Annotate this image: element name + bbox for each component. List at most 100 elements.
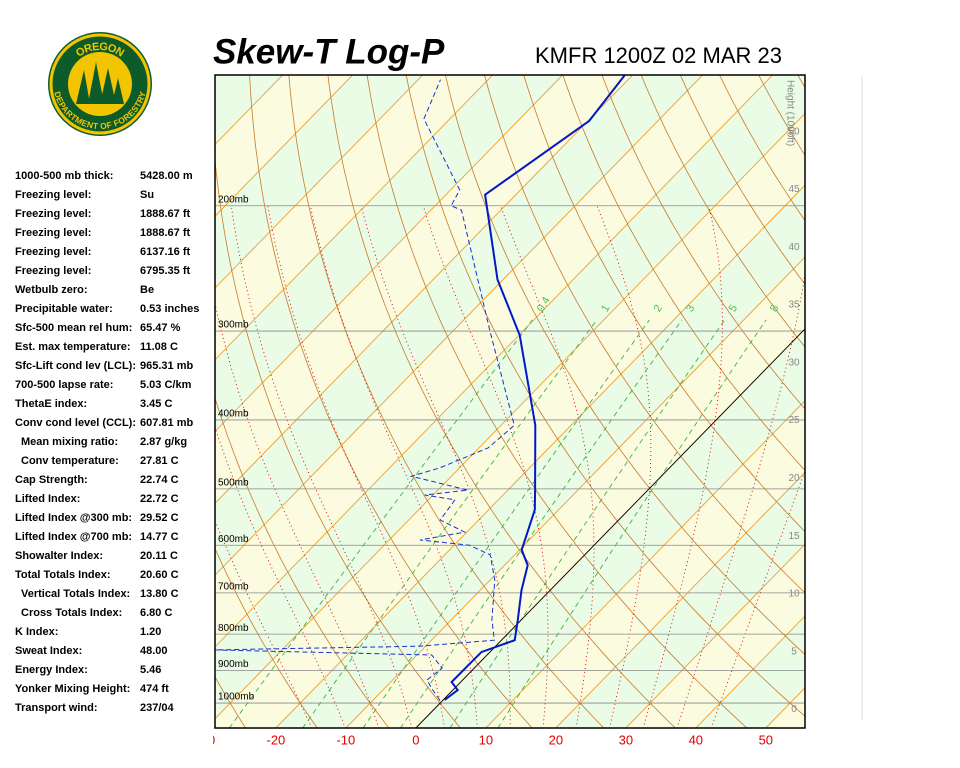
index-label: Cross Totals Index: bbox=[21, 607, 122, 619]
x-tick-label: 0 bbox=[412, 732, 419, 747]
index-value: 2.87 g/kg bbox=[140, 436, 187, 448]
index-label: Yonker Mixing Height: bbox=[15, 683, 130, 695]
index-value: 3.45 C bbox=[140, 398, 172, 410]
index-label: Sfc-Lift cond lev (LCL): bbox=[15, 360, 136, 372]
mixing-ratio-line bbox=[228, 319, 533, 728]
index-value: 607.81 mb bbox=[140, 417, 193, 429]
index-label: Freezing level: bbox=[15, 265, 91, 277]
dry-adiabat bbox=[601, 75, 805, 410]
isotherm bbox=[215, 75, 493, 361]
index-label: Freezing level: bbox=[15, 227, 91, 239]
index-value: 965.31 mb bbox=[140, 360, 193, 372]
dewpoint-line bbox=[215, 79, 515, 701]
dry-adiabat bbox=[215, 155, 461, 728]
index-label: Cap Strength: bbox=[15, 474, 88, 486]
height-label: 15 bbox=[788, 531, 800, 542]
index-label: ThetaE index: bbox=[15, 398, 87, 410]
index-value: 5.46 bbox=[140, 664, 161, 676]
mixing-ratio-label: 2 bbox=[652, 303, 665, 314]
x-tick-label: 40 bbox=[689, 732, 703, 747]
index-label: Freezing level: bbox=[15, 189, 91, 201]
index-value: 1888.67 ft bbox=[140, 227, 190, 239]
index-label: Lifted Index @300 mb: bbox=[15, 512, 132, 524]
index-label: Conv cond level (CCL): bbox=[15, 417, 136, 429]
index-label: Est. max temperature: bbox=[15, 341, 131, 353]
mixing-ratio-label: 1 bbox=[599, 303, 612, 314]
x-tick-label: -20 bbox=[266, 732, 285, 747]
height-label: 45 bbox=[788, 184, 800, 195]
pressure-label: 400mb bbox=[218, 409, 249, 420]
index-label: 1000-500 mb thick: bbox=[15, 170, 113, 182]
index-label: Vertical Totals Index: bbox=[21, 588, 130, 600]
height-label: 10 bbox=[788, 589, 800, 600]
height-label: 5 bbox=[791, 646, 797, 657]
mixing-ratio-line bbox=[497, 319, 767, 728]
pressure-label: 900mb bbox=[218, 659, 249, 670]
index-label: Energy Index: bbox=[15, 664, 88, 676]
dry-adiabat bbox=[719, 75, 805, 222]
moist-adiabat bbox=[422, 205, 549, 728]
dry-adiabat bbox=[215, 396, 390, 728]
index-value: Be bbox=[140, 284, 154, 296]
index-label: Freezing level: bbox=[15, 246, 91, 258]
height-label: 0 bbox=[791, 704, 797, 715]
index-value: 237/04 bbox=[140, 702, 175, 714]
index-label: Sfc-500 mean rel hum: bbox=[15, 322, 132, 334]
mixing-ratio-line bbox=[302, 319, 598, 728]
index-label: Precipitable water: bbox=[15, 303, 113, 315]
index-value: 11.08 C bbox=[140, 341, 178, 353]
isotherm bbox=[215, 75, 423, 289]
isotherm bbox=[215, 75, 703, 576]
moist-adiabat bbox=[710, 469, 805, 728]
pressure-label: 500mb bbox=[218, 478, 249, 489]
height-label: 25 bbox=[788, 415, 800, 426]
logo: OREGON DEPARTMENT OF FORESTRY bbox=[48, 32, 152, 136]
x-axis-labels: -30 -20 -10 0 10 20 30 40 50 bbox=[213, 732, 773, 747]
pressure-label: 800mb bbox=[218, 623, 249, 634]
isotherm bbox=[836, 75, 960, 728]
mixing-ratio-line bbox=[449, 319, 726, 728]
index-value: 0.53 inches bbox=[140, 303, 199, 315]
isotherm bbox=[215, 112, 805, 720]
index-label: 700-500 lapse rate: bbox=[15, 379, 113, 391]
height-label: 20 bbox=[788, 473, 800, 484]
index-label: Conv temperature: bbox=[21, 455, 119, 467]
dry-adiabat bbox=[445, 75, 805, 655]
isotherm bbox=[275, 184, 805, 728]
index-value: 6795.35 ft bbox=[140, 265, 190, 277]
isotherm bbox=[485, 400, 805, 728]
height-label: 50 bbox=[788, 126, 800, 137]
index-value: 6.80 C bbox=[140, 607, 172, 619]
pressure-label: 200mb bbox=[218, 194, 249, 205]
isotherm bbox=[215, 75, 563, 433]
logo-top: OREGON bbox=[74, 41, 126, 60]
index-label: Wetbulb zero: bbox=[15, 284, 88, 296]
isotherm bbox=[215, 75, 353, 217]
logo-border bbox=[49, 33, 151, 135]
x-tick-label: 20 bbox=[549, 732, 563, 747]
moist-adiabat bbox=[642, 205, 723, 728]
plot-frame bbox=[214, 74, 806, 729]
index-value: 6137.16 ft bbox=[140, 246, 190, 258]
moist-adiabat bbox=[309, 205, 478, 728]
index-value: 474 ft bbox=[140, 683, 169, 695]
index-value: 5.03 C/km bbox=[140, 379, 192, 391]
index-value: 48.00 bbox=[140, 645, 168, 657]
pressure-label: 600mb bbox=[218, 534, 249, 545]
pressure-label: 300mb bbox=[218, 320, 249, 331]
diagram-profiles bbox=[215, 75, 626, 701]
index-value: Su bbox=[140, 189, 154, 201]
isotherm bbox=[555, 471, 805, 728]
index-label: Lifted Index: bbox=[15, 493, 80, 505]
dry-adiabat bbox=[562, 75, 805, 471]
x-tick-label: 10 bbox=[479, 732, 493, 747]
moist-adiabat bbox=[215, 301, 380, 728]
index-value: 22.74 C bbox=[140, 474, 179, 486]
index-value: 27.81 C bbox=[140, 455, 179, 467]
index-value: 22.72 C bbox=[140, 493, 179, 505]
dry-adiabat bbox=[679, 75, 805, 285]
mixing-ratio-label: 5 bbox=[727, 303, 740, 314]
logo-trees bbox=[76, 62, 124, 104]
index-value: 29.52 C bbox=[140, 512, 179, 524]
